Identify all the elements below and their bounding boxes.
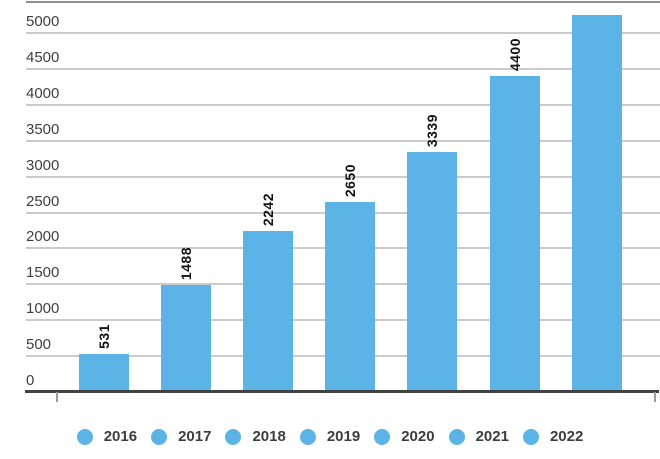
legend-label: 2022 [549,428,584,445]
legend-item-2016: 2016 [76,428,138,446]
y-axis-tick-label: 500 [26,336,52,354]
legend-label: 2021 [475,428,509,445]
legend-label: 2020 [401,428,435,445]
legend-item-2017: 2017 [151,428,211,446]
y-axis-tick-label: 4500 [26,48,60,66]
legend-label: 2018 [252,428,286,445]
y-axis-tick-label: 1500 [26,264,60,282]
legend-dot-icon [299,429,316,445]
bar-value-label: 2242 [260,192,277,227]
bar-value-label: 531 [96,324,112,349]
y-axis-tick-label: 2000 [26,228,60,246]
bar-2020 [407,152,458,392]
y-axis-tick-label: 1000 [26,300,60,318]
axis-tick [654,392,656,402]
legend-item-2018: 2018 [225,428,286,446]
legend-label: 2016 [103,428,138,445]
legend-item-2022: 2022 [522,428,584,446]
bar-2019 [325,201,376,392]
gridline [26,175,660,178]
y-axis-tick-label: 0 [26,372,35,389]
plot-top-border [26,1,660,3]
bar-2017 [161,285,212,392]
y-axis-tick-label: 3000 [26,156,60,174]
y-axis-tick-label: 2500 [26,192,60,210]
legend-dot-icon [522,429,539,445]
legend-dot-icon [448,429,465,445]
bar-2018 [243,231,294,392]
legend-item-2019: 2019 [299,428,361,446]
bar-2022 [571,15,622,392]
gridline [26,139,660,142]
bar-value-label: 1488 [178,247,195,281]
legend-label: 2019 [326,428,361,445]
legend-label: 2017 [178,428,212,445]
legend-item-2020: 2020 [374,428,435,446]
bar-value-label: 4400 [506,37,523,72]
bar-value-label: 2650 [342,163,359,197]
legend-dot-icon [225,429,242,445]
legend-item-2021: 2021 [448,428,509,446]
bar-value-label: 3339 [424,114,441,148]
gridline [26,67,660,70]
legend-dot-icon [76,429,93,445]
gridline [26,32,660,34]
y-axis-tick-label: 5000 [26,13,60,30]
chart-legend: 2016 2017 2018 2019 2020 2021 2022 [0,428,660,446]
axis-tick [56,392,58,402]
y-axis-tick-label: 4000 [26,84,60,102]
gridline [26,103,660,106]
x-axis-baseline [25,390,659,393]
y-axis-tick-label: 3500 [26,120,60,138]
bar-2021 [489,76,540,392]
legend-dot-icon [374,429,391,445]
bar-2016 [79,353,129,392]
legend-dot-icon [151,429,168,445]
